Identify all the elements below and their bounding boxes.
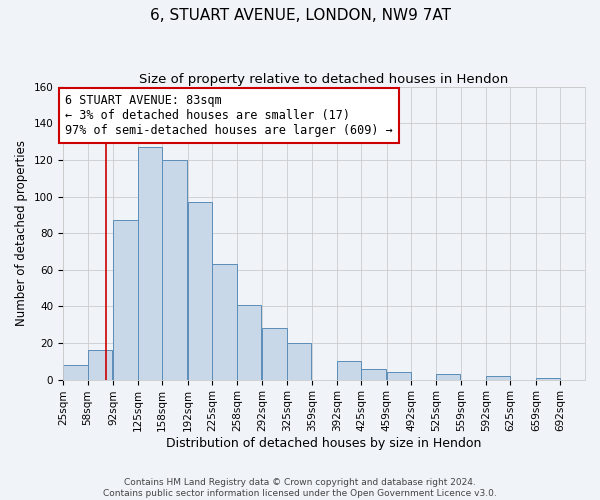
Bar [436,374,460,380]
Bar [337,362,361,380]
Bar [536,378,560,380]
Title: Size of property relative to detached houses in Hendon: Size of property relative to detached ho… [139,72,509,86]
Bar [137,147,162,380]
Bar [287,343,311,380]
Bar [162,160,187,380]
Bar [237,304,262,380]
Text: 6 STUART AVENUE: 83sqm
← 3% of detached houses are smaller (17)
97% of semi-deta: 6 STUART AVENUE: 83sqm ← 3% of detached … [65,94,393,137]
Bar [113,220,137,380]
Text: Contains HM Land Registry data © Crown copyright and database right 2024.
Contai: Contains HM Land Registry data © Crown c… [103,478,497,498]
Bar [212,264,237,380]
Bar [486,376,511,380]
Bar [188,202,212,380]
X-axis label: Distribution of detached houses by size in Hendon: Distribution of detached houses by size … [166,437,482,450]
Y-axis label: Number of detached properties: Number of detached properties [15,140,28,326]
Bar [262,328,287,380]
Bar [386,372,411,380]
Bar [361,368,386,380]
Text: 6, STUART AVENUE, LONDON, NW9 7AT: 6, STUART AVENUE, LONDON, NW9 7AT [149,8,451,22]
Bar [63,365,88,380]
Bar [88,350,112,380]
